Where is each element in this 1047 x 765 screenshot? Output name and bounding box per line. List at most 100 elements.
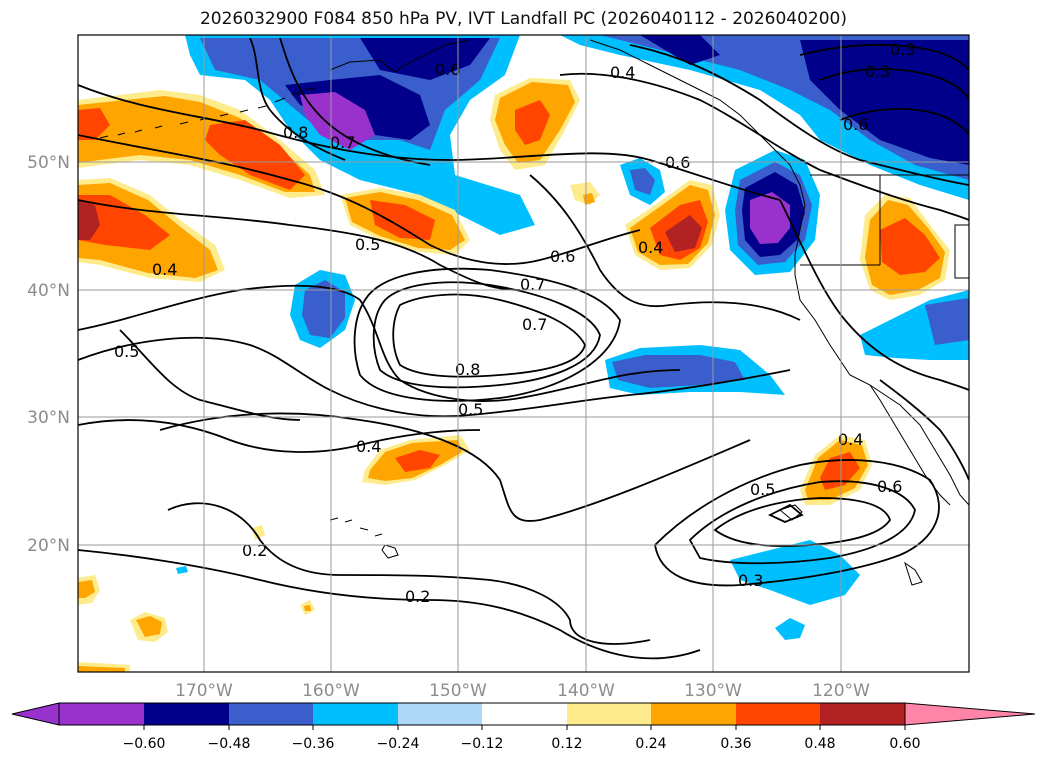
shade-positive [252, 525, 265, 540]
colorbar-tick-label: −0.48 [208, 736, 251, 752]
longitude-labels: 170°W 160°W 150°W 140°W 130°W 120°W [175, 681, 870, 701]
contour-label: 0.4 [638, 238, 663, 257]
island [778, 504, 803, 521]
contour-label: 0.5 [750, 480, 775, 499]
contour-label: 0.3 [890, 40, 915, 59]
contour-label: 0.4 [356, 437, 381, 456]
contour-line [688, 480, 916, 565]
contour-label: 0.7 [330, 133, 355, 152]
colorbar-extend-low [11, 702, 60, 726]
contour-line [879, 379, 969, 481]
colorbar-tick-label: −0.12 [461, 736, 504, 752]
colorbar: −0.60 −0.48 −0.36 −0.24 −0.12 0.12 0.24 … [11, 702, 1036, 752]
colorbar-segment [651, 703, 736, 725]
coastlines [99, 39, 969, 586]
colorbar-tick-label: 0.60 [889, 736, 920, 752]
map-body: 0.6 0.4 0.3 0.3 0.8 0.7 0.6 0.6 0.5 0.6 … [78, 35, 969, 672]
shade-positive [880, 218, 940, 275]
contour-label: 0.6 [843, 115, 868, 134]
shade-negative [800, 40, 969, 165]
lat-label: 20°N [27, 536, 70, 556]
shade-negative [612, 355, 745, 388]
colorbar-segment [820, 703, 905, 725]
contour-label: 0.6 [550, 247, 575, 266]
contour-label: 0.7 [520, 275, 545, 294]
shade-positive [78, 200, 100, 240]
contour-line [78, 134, 641, 265]
shade-positive [395, 450, 440, 472]
colorbar-tick-label: 0.12 [551, 736, 582, 752]
socorro-island [904, 561, 923, 586]
shade-positive [370, 200, 435, 240]
colorbar-tick-label: −0.24 [377, 736, 420, 752]
shade-positive [515, 100, 550, 145]
contour-line [839, 108, 969, 136]
shade-positive [78, 195, 170, 250]
contour-line [779, 199, 969, 391]
contour-line [529, 174, 801, 321]
shade-positive [78, 666, 125, 672]
shade-positive [665, 215, 702, 252]
colorbar-tick-label: −0.60 [123, 736, 166, 752]
contour-line [78, 419, 481, 453]
state-border [800, 175, 969, 279]
contour-line [78, 284, 681, 402]
contour-line [78, 84, 781, 201]
shade-negative [750, 192, 790, 244]
colorbar-tick-label: 0.48 [804, 736, 835, 752]
shade-negative [640, 35, 720, 65]
shade-negative [730, 540, 860, 605]
shade-negative [630, 168, 655, 195]
contour-line [392, 293, 586, 378]
contour-label: 0.3 [865, 62, 890, 81]
lat-label: 30°N [27, 408, 70, 428]
colorbar-segment [229, 703, 313, 725]
contour-label: 0.2 [242, 541, 267, 560]
shade-negative [775, 618, 805, 640]
shade-negative [176, 566, 188, 574]
contour-line [767, 503, 804, 523]
contour-label: 0.7 [522, 315, 547, 334]
shade-negative [925, 298, 969, 345]
shading-layer [78, 35, 969, 672]
map-frame [77, 34, 970, 673]
contour-label: 0.6 [435, 60, 460, 79]
alaska-coast [329, 39, 471, 73]
contour-line [629, 44, 969, 186]
contour-line [372, 281, 601, 389]
chart-title: 2026032900 F084 850 hPa PV, IVT Landfall… [199, 9, 847, 29]
contour-line [819, 68, 969, 101]
contour-line [654, 459, 940, 587]
contour-label: 0.4 [152, 260, 177, 279]
colorbar-segment [59, 703, 144, 725]
contour-line [159, 412, 751, 522]
contour-label: 0.4 [838, 430, 863, 449]
lon-label: 160°W [302, 681, 360, 701]
contour-label: 0.3 [738, 571, 763, 590]
shade-positive [136, 616, 162, 637]
contour-line [167, 502, 651, 645]
contour-label: 0.2 [405, 587, 430, 606]
contour-line [78, 336, 791, 418]
shade-negative [302, 280, 345, 338]
contour-line [713, 497, 891, 547]
lat-label: 40°N [27, 281, 70, 301]
contour-line [353, 267, 621, 402]
colorbar-segment [313, 703, 398, 725]
contour-label: 0.4 [610, 63, 635, 82]
colorbar-segment [482, 703, 567, 725]
contour-lines [78, 37, 969, 660]
contour-line [249, 37, 346, 161]
shade-negative [300, 92, 375, 150]
contour-line [279, 37, 431, 166]
shade-positive [78, 580, 95, 598]
hawaii-islands [329, 517, 399, 559]
shade-positive [205, 120, 305, 190]
contour-label: 0.8 [283, 123, 308, 142]
contour-label: 0.5 [114, 342, 139, 361]
bc-coast [589, 39, 806, 206]
west-coast [794, 204, 969, 506]
colorbar-segment [567, 703, 651, 725]
colorbar-segment [736, 703, 820, 725]
